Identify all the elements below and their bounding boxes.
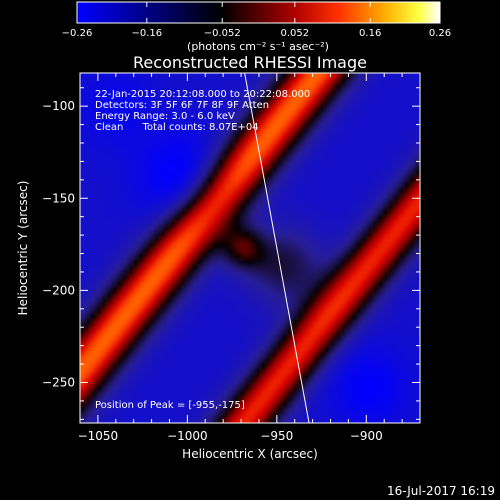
colorbar-unit-label: (photons cm⁻² s⁻¹ asec⁻²) xyxy=(187,40,329,53)
footer-timestamp: 16-Jul-2017 16:19 xyxy=(387,484,495,498)
colorbar-tick-label: 0.26 xyxy=(429,28,451,39)
colorbar xyxy=(77,2,440,23)
colorbar-tick-label: −0.16 xyxy=(131,28,162,39)
axis-ticks: −1050 −1000 −950 −900 −250 −200 −150 −100 xyxy=(42,73,421,443)
chart-title: Reconstructed RHESSI Image xyxy=(133,53,367,72)
annotation-clean-counts: Clean Total counts: 8.07E+04 xyxy=(95,122,259,133)
heatmap-raster xyxy=(80,73,420,423)
colorbar-tick-label: −0.052 xyxy=(204,28,241,39)
colorbar-tick-label: 0.052 xyxy=(280,28,309,39)
colorbar-tick-label: 0.16 xyxy=(359,28,381,39)
x-axis-label: Heliocentric X (arcsec) xyxy=(182,447,318,461)
plot-frame xyxy=(79,72,421,424)
x-tick-label: −1000 xyxy=(167,429,208,443)
y-tick-label: −200 xyxy=(42,283,75,297)
x-tick-label: −950 xyxy=(260,429,293,443)
x-tick-label: −900 xyxy=(350,429,383,443)
peak-position-label: Position of Peak = [-955,-175] xyxy=(95,400,245,411)
heatmap-image xyxy=(80,73,420,423)
colorbar-ticks: −0.26 −0.16 −0.052 0.052 0.16 0.26 xyxy=(62,1,451,39)
y-axis-label: Heliocentric Y (arcsec) xyxy=(16,181,30,316)
colorbar-tick-label: −0.26 xyxy=(62,28,93,39)
colorbar-frame xyxy=(76,1,441,24)
solar-limb-line xyxy=(244,73,310,423)
annotation-time-range: 22-Jan-2015 20:12:08.000 to 20:22:08.000 xyxy=(95,89,310,100)
annotation-detectors: Detectors: 3F 5F 6F 7F 8F 9F Atten xyxy=(95,100,269,111)
y-tick-label: −100 xyxy=(42,99,75,113)
y-tick-label: −150 xyxy=(42,191,75,205)
annotation-energy-range: Energy Range: 3.0 - 6.0 keV xyxy=(95,111,235,122)
x-tick-label: −1050 xyxy=(78,429,119,443)
annotation-block: 22-Jan-2015 20:12:08.000 to 20:22:08.000… xyxy=(95,89,310,133)
y-tick-label: −250 xyxy=(42,375,75,389)
